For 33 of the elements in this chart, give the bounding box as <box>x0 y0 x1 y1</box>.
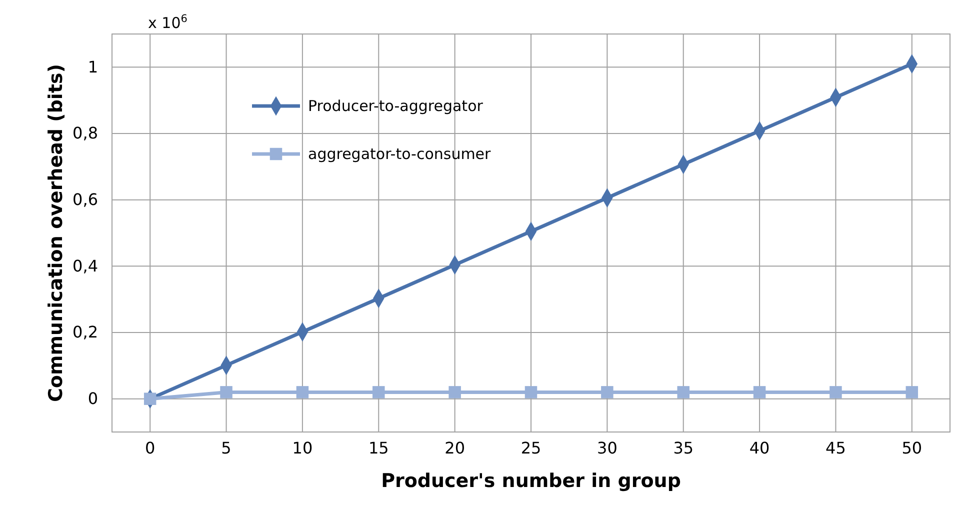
x-tick-label: 25 <box>520 438 542 458</box>
x-tick-label: 40 <box>749 438 770 458</box>
point <box>220 386 232 398</box>
x-tick-label: 0 <box>144 438 156 458</box>
x-tick-label: 45 <box>826 438 846 458</box>
point <box>296 386 309 398</box>
x-tick-label: 10 <box>292 438 313 458</box>
y-axis-title: Communication overhead (bits) <box>45 64 67 402</box>
y-tick-label: 0,8 <box>72 124 98 143</box>
point <box>448 386 461 398</box>
x-tick-label: 30 <box>597 438 618 458</box>
x-tick-label: 5 <box>221 438 232 458</box>
point <box>524 386 538 398</box>
x-tick-label: 20 <box>444 438 465 458</box>
legend-label: Producer-to-aggregator <box>308 97 484 115</box>
x-tick-label: 50 <box>902 438 922 458</box>
point <box>830 386 842 398</box>
y-tick-label: 0 <box>88 388 98 408</box>
point <box>677 386 690 398</box>
legend-label: aggregator-to-consumer <box>308 145 492 163</box>
x-tick-label: 35 <box>673 438 694 458</box>
point <box>906 386 918 398</box>
y-tick-label: 0,4 <box>72 256 98 276</box>
x-tick-label: 15 <box>368 438 389 458</box>
text: x 10$^{6}$ <box>148 13 188 32</box>
y-tick-label: 1 <box>88 57 98 76</box>
point <box>372 386 385 398</box>
point <box>144 392 156 405</box>
point <box>601 386 614 398</box>
point <box>753 386 766 398</box>
x-axis-title: Producer's number in group <box>381 470 681 492</box>
y-tick-label: 0,6 <box>72 190 98 209</box>
y-tick-label: 0,2 <box>72 322 98 342</box>
